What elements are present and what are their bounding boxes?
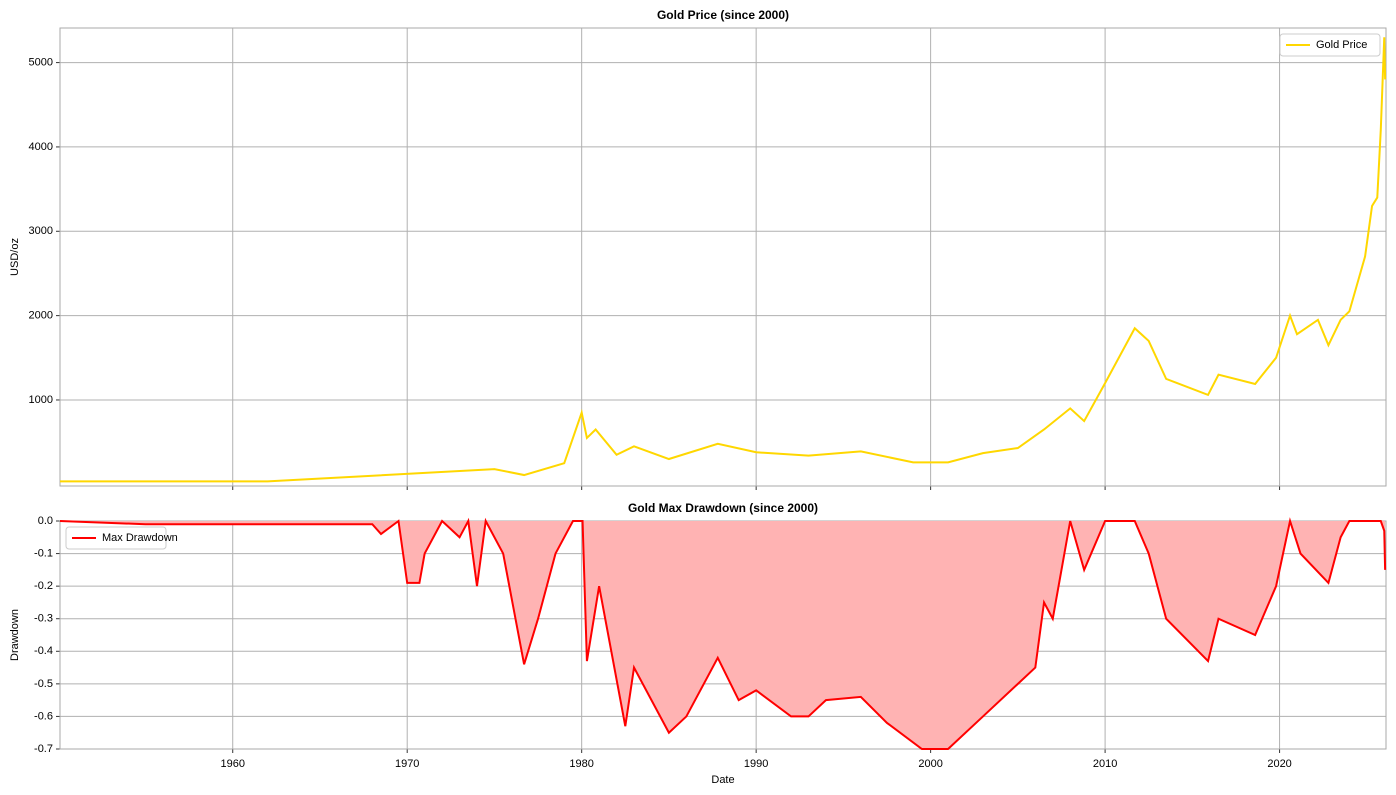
legend-box: [65, 526, 167, 550]
y-tick-label: 5000: [29, 56, 53, 68]
series-line: [60, 37, 1387, 483]
y-tick-label: 0.0: [38, 515, 53, 527]
y-tick-label: -0.2: [34, 580, 53, 592]
y-tick-label: -0.4: [34, 645, 53, 657]
y-tick-label: -0.7: [34, 743, 53, 755]
y-axis-label: USD/oz: [9, 238, 21, 276]
y-tick-label: -0.6: [34, 710, 53, 722]
chart-title: Gold Max Drawdown (since 2000): [628, 501, 818, 515]
series-line: [59, 517, 1387, 750]
y-tick-label: 3000: [29, 225, 53, 237]
x-tick-label: 1980: [569, 758, 593, 770]
y-tick-label: 4000: [29, 141, 53, 153]
x-tick-label: 2020: [1267, 758, 1291, 770]
y-tick-label: 1000: [29, 394, 53, 406]
x-tick-label: 1970: [395, 758, 419, 770]
y-tick-label: -0.5: [34, 678, 53, 690]
x-axis-label: Date: [711, 774, 734, 786]
x-tick-label: 1990: [744, 758, 768, 770]
y-tick-label: 2000: [29, 310, 53, 322]
legend-box: [1279, 33, 1381, 57]
plot-area: [60, 28, 1386, 486]
chart-title: Gold Price (since 2000): [657, 8, 789, 22]
x-tick-label: 1960: [220, 758, 244, 770]
y-tick-label: -0.3: [34, 613, 53, 625]
plot-frame: [59, 27, 1387, 487]
y-tick-label: -0.1: [34, 547, 53, 559]
drawdown-area: [60, 521, 1386, 749]
x-tick-label: 2000: [918, 758, 942, 770]
legend-label: Max Drawdown: [102, 532, 178, 544]
y-axis-label: Drawdown: [9, 609, 21, 661]
x-tick-label: 2010: [1093, 758, 1117, 770]
legend-label: Gold Price: [1316, 39, 1367, 51]
